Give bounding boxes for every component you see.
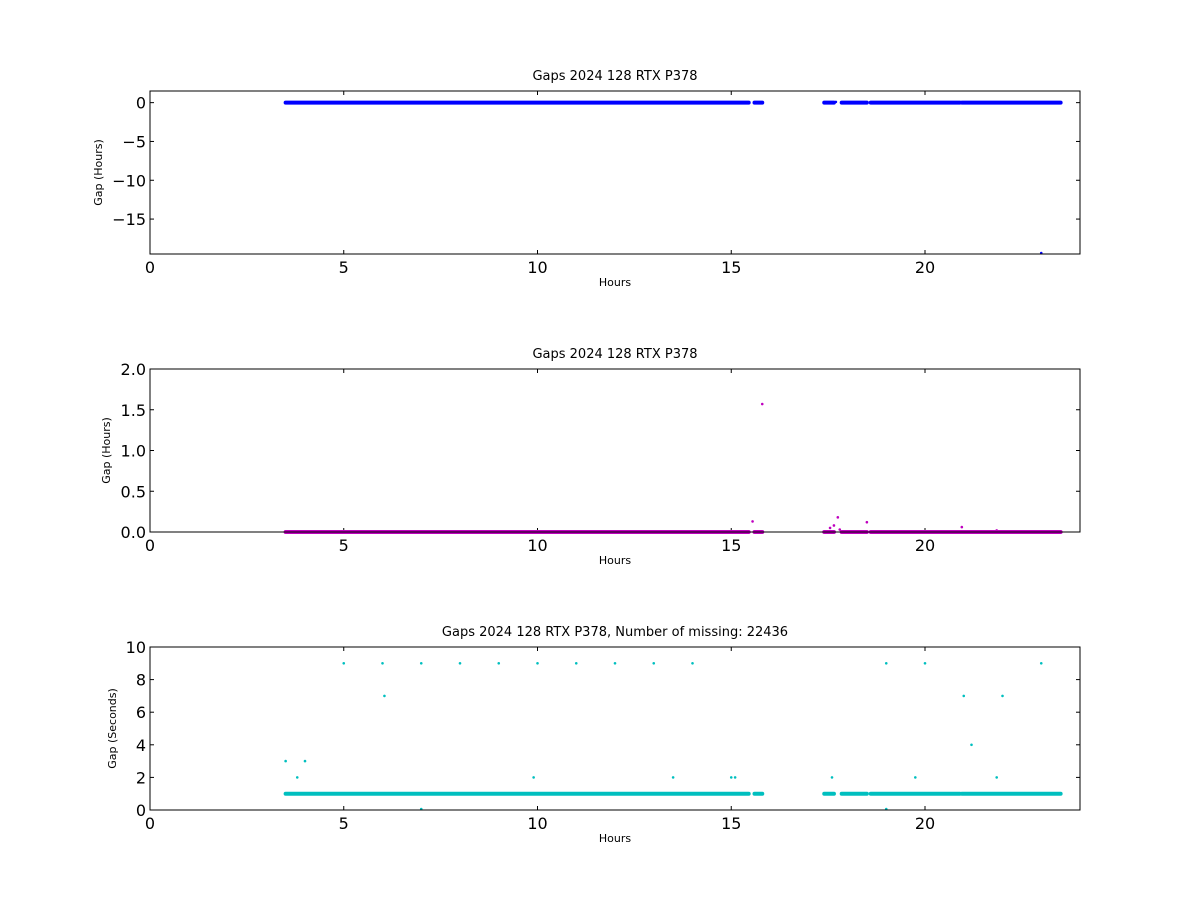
data-point	[832, 524, 836, 527]
x-tick-label: 20	[915, 536, 935, 555]
y-tick-label: 0	[136, 94, 146, 113]
x-tick-label: 0	[145, 814, 155, 833]
subplot-gap-hours-middle: Gaps 2024 128 RTX P378 Hours Gap (Hours)…	[100, 347, 1081, 567]
data-point	[836, 516, 840, 519]
data-point	[419, 662, 423, 665]
data-point	[828, 526, 832, 530]
x-tick-label: 15	[721, 536, 741, 555]
x-axis-label: Hours	[599, 554, 631, 567]
data-point	[865, 520, 869, 524]
y-tick-label: 4	[136, 736, 146, 755]
data-point	[613, 662, 617, 665]
data-point	[691, 662, 694, 665]
data-marks	[283, 100, 1063, 255]
data-point	[536, 662, 539, 665]
data-point	[284, 759, 287, 763]
data-point	[381, 662, 384, 665]
x-tick-label: 5	[339, 536, 349, 555]
data-point	[497, 662, 501, 665]
data-point	[574, 662, 578, 665]
chart-title: Gaps 2024 128 RTX P378, Number of missin…	[442, 625, 788, 640]
data-point	[383, 694, 386, 698]
x-tick-label: 15	[721, 814, 741, 833]
data-point	[751, 520, 754, 523]
data-point	[1039, 662, 1043, 665]
y-tick-label: −15	[112, 210, 146, 229]
data-marks	[283, 662, 1063, 811]
x-tick-label: 20	[915, 814, 935, 833]
y-axis-label: Gap (Seconds)	[106, 688, 119, 769]
y-tick-label: 8	[136, 671, 146, 690]
x-tick-label: 10	[527, 814, 547, 833]
data-point	[303, 759, 307, 763]
x-tick-label: 10	[527, 258, 547, 277]
data-point	[970, 743, 973, 747]
x-axis-label: Hours	[599, 832, 631, 845]
data-point	[923, 662, 927, 665]
x-tick-label: 5	[339, 814, 349, 833]
data-point	[995, 776, 998, 779]
data-point	[671, 776, 675, 779]
y-tick-label: 0	[136, 801, 146, 820]
y-tick-label: −5	[122, 132, 146, 151]
x-tick-label: 20	[915, 258, 935, 277]
x-tick-label: 5	[339, 258, 349, 277]
data-point	[733, 776, 737, 779]
ticks: 0 5 10 15 20 0.0 0.5 1.0 1.5 2.0	[121, 360, 1080, 555]
ticks: 0 5 10 15 20 0 2 4 6 8 10	[126, 638, 1080, 833]
y-axis-label: Gap (Hours)	[100, 417, 113, 484]
data-point	[995, 529, 998, 532]
data-point	[830, 776, 834, 779]
y-tick-label: 1.0	[121, 442, 146, 461]
data-point	[760, 402, 764, 406]
data-point	[962, 694, 966, 698]
data-point	[295, 776, 299, 779]
data-point	[914, 776, 917, 779]
data-point	[342, 662, 346, 665]
data-point	[1001, 694, 1004, 698]
chart-title: Gaps 2024 128 RTX P378	[532, 347, 697, 362]
x-tick-label: 10	[527, 536, 547, 555]
data-point	[729, 776, 733, 779]
chart-title: Gaps 2024 128 RTX P378	[532, 69, 697, 84]
ticks: 0 5 10 15 20 0 −5 −10 −15	[112, 91, 1080, 277]
y-tick-label: 0.5	[121, 482, 146, 501]
data-point	[884, 662, 888, 665]
data-point	[458, 662, 462, 665]
y-tick-label: −10	[112, 171, 146, 190]
data-point	[838, 528, 842, 531]
x-tick-label: 0	[145, 258, 155, 277]
plot-frame	[149, 90, 1081, 255]
data-point	[652, 662, 656, 665]
x-tick-label: 15	[721, 258, 741, 277]
subplot-gap-hours-top: Gaps 2024 128 RTX P378 Hours Gap (Hours)…	[92, 69, 1081, 289]
x-tick-label: 0	[145, 536, 155, 555]
y-tick-label: 2	[136, 768, 146, 787]
y-axis-label: Gap (Hours)	[92, 139, 105, 206]
data-point	[532, 776, 535, 779]
y-tick-label: 1.5	[121, 401, 146, 420]
subplot-gap-seconds-bottom: Gaps 2024 128 RTX P378, Number of missin…	[106, 625, 1081, 845]
y-tick-label: 2.0	[121, 360, 146, 379]
plot-frame	[149, 646, 1081, 811]
y-tick-label: 6	[136, 703, 146, 722]
data-marks	[283, 402, 1063, 534]
y-tick-label: 10	[126, 638, 146, 657]
data-point	[960, 525, 964, 529]
x-axis-label: Hours	[599, 276, 631, 289]
plot-frame	[149, 368, 1081, 533]
y-tick-label: 0.0	[121, 523, 146, 542]
data-point	[834, 100, 838, 104]
